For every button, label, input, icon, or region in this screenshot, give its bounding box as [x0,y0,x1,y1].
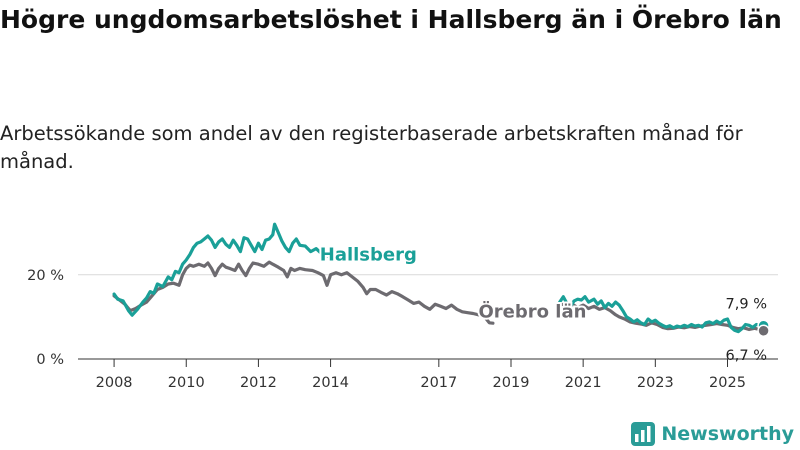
chart-title: Högre ungdomsarbetslöshet i Hallsberg än… [0,5,782,34]
newsworthy-chart-logo-icon [631,422,656,446]
brand-name: Newsworthy [661,423,794,445]
x-tick-label: 2023 [637,375,674,391]
chart-subtitle: Arbetssökande som andel av den registerb… [0,122,743,173]
x-tick-label: 2019 [493,375,530,391]
x-tick-label: 2012 [240,375,277,391]
series-name-label: Hallsberg [320,244,417,265]
x-tick-label: 2010 [168,375,205,391]
end-point-orebro [757,324,770,338]
series-lines [112,222,766,334]
series-line-hallsberg [556,295,766,334]
series-line-hallsberg [112,222,336,317]
series-name-label: Örebro län [479,301,587,323]
x-tick-label: 2021 [565,375,602,391]
end-value-label: 6,7 % [726,348,767,364]
x-tick-label: 2008 [96,375,133,391]
newsworthy-logo: Newsworthy [631,419,794,449]
axes: 0 % 20 % 2008 2010 2012 2014 2017 2019 2021 2023 2… [27,268,778,391]
y-tick-label: 0 % [36,352,64,368]
x-tick-label: 2014 [312,375,349,391]
series-labels: 7,9 % Hallsberg 6,7 % Örebro län [318,242,770,364]
end-value-label: 7,9 % [726,297,767,313]
x-tick-label: 2025 [709,375,746,391]
y-tick-label: 20 % [27,268,64,284]
x-tick-label: 2017 [420,375,457,391]
series-line-orebro [112,260,495,325]
